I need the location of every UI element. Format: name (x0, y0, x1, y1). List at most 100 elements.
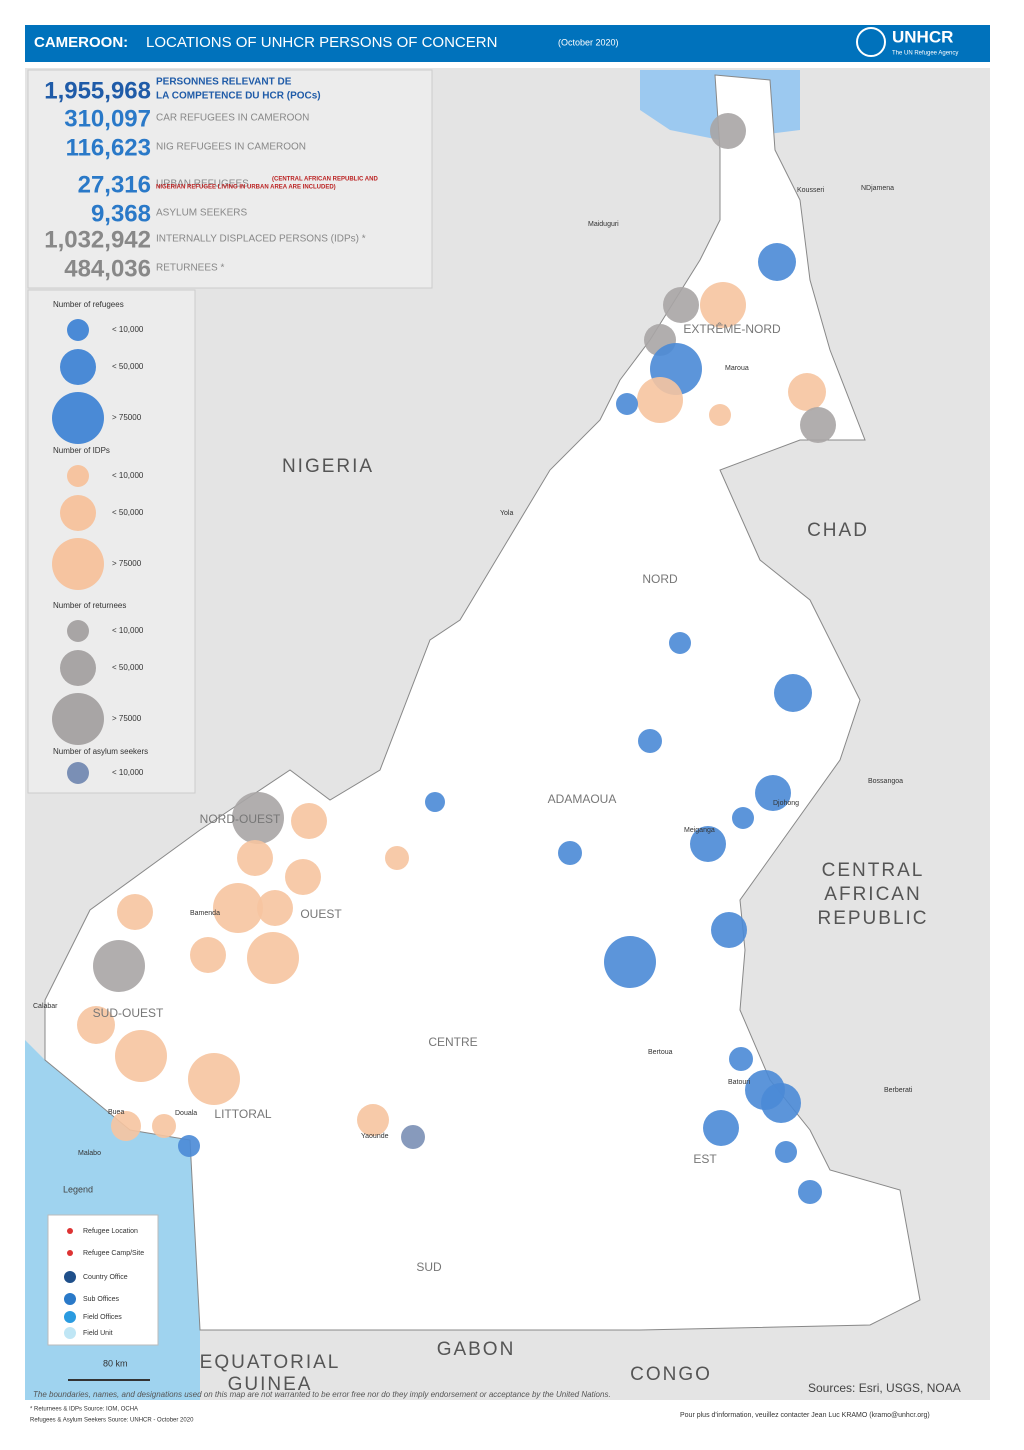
legend-title: Number of asylum seekers (53, 747, 148, 756)
poc-symbol (425, 792, 445, 812)
poc-symbol (93, 940, 145, 992)
region-label: NORD-OUEST (200, 812, 281, 826)
countrie-label: CENTRAL (822, 860, 925, 881)
poc-symbol (758, 243, 796, 281)
citie-label: Malabo (78, 1150, 101, 1157)
stat-label: INTERNALLY DISPLACED PERSONS (IDPs) * (156, 234, 366, 245)
poc-symbol (710, 113, 746, 149)
poc-symbol (385, 846, 409, 870)
poc-symbol (703, 1110, 739, 1146)
poc-symbol (558, 841, 582, 865)
legend-icon (64, 1293, 76, 1305)
legend-icon (67, 1228, 73, 1234)
poc-symbol (690, 826, 726, 862)
poc-symbol (178, 1135, 200, 1157)
poc-symbol (401, 1125, 425, 1149)
footnote: * Returnees & IDPs Source: IOM, OCHA (30, 1407, 138, 1413)
stats-box (27, 69, 433, 289)
citie-label: Berberati (884, 1087, 913, 1094)
stat-value: 310,097 (64, 105, 151, 132)
poc-symbol (732, 807, 754, 829)
countrie-label: GABON (437, 1339, 516, 1360)
legend-symbol (60, 349, 96, 385)
region-label: CENTRE (428, 1035, 477, 1049)
stat-value: 484,036 (64, 255, 151, 282)
stat-value: 9,368 (91, 200, 151, 227)
legend-symbol (67, 465, 89, 487)
stat-value: 1,955,968 (44, 77, 151, 104)
legend-title: Number of returnees (53, 601, 126, 610)
title: LOCATIONS OF UNHCR PERSONS OF CONCERN (146, 34, 497, 51)
poc-symbol (285, 859, 321, 895)
poc-symbol (190, 937, 226, 973)
poc-symbol (729, 1047, 753, 1071)
region-label: LITTORAL (214, 1107, 271, 1121)
sources: Sources: Esri, USGS, NOAA (808, 1381, 961, 1395)
poc-symbol (700, 282, 746, 328)
citie-label: Yola (500, 510, 513, 517)
legend-symbol (52, 392, 104, 444)
region-label: SUD (416, 1260, 442, 1274)
citie-label: Bossangoa (868, 778, 903, 785)
legend-label: > 75000 (112, 559, 142, 568)
poc-symbol (711, 912, 747, 948)
legend-icon (64, 1327, 76, 1339)
poc-symbol (709, 404, 731, 426)
countrie-label: EQUATORIAL (200, 1352, 341, 1373)
poc-symbol (761, 1083, 801, 1123)
stat-label: LA COMPETENCE DU HCR (POCs) (156, 91, 321, 102)
logo-icon (856, 27, 886, 57)
poc-symbol (800, 407, 836, 443)
legend-label: Field Offices (83, 1314, 122, 1321)
poc-symbol (788, 373, 826, 411)
countrie-label: CHAD (807, 520, 869, 541)
legend-symbol (52, 538, 104, 590)
date: (October 2020) (558, 37, 619, 47)
citie-label: Bamenda (190, 910, 220, 917)
citie-label: Buea (108, 1109, 124, 1116)
legend-icon (67, 1250, 73, 1256)
stats: 1,955,968 PERSONNES RELEVANT DE LA COMPETE… (44, 77, 378, 283)
stat-label: ASYLUM SEEKERS (156, 208, 247, 219)
legend-label: Country Office (83, 1274, 128, 1281)
legend-label: < 10,000 (112, 471, 144, 480)
citie-label: NDjamena (861, 185, 894, 192)
region-label: ADAMAOUA (548, 792, 617, 806)
legend-label: < 50,000 (112, 663, 144, 672)
size-legend: Number of refugees < 10,000 < 50,000 > 7500… (52, 300, 148, 784)
legend-title: Number of refugees (53, 300, 124, 309)
citie-label: Meiganga (684, 827, 715, 834)
title-bold: CAMEROON: (34, 34, 128, 51)
region-label: NORD (642, 572, 678, 586)
legend-label: Field Unit (83, 1330, 113, 1337)
legend-icon (64, 1271, 76, 1283)
legend-symbol (52, 693, 104, 745)
poc-symbol (798, 1180, 822, 1204)
stat-value: 116,623 (66, 134, 151, 161)
region-label: SUD-OUEST (93, 1006, 164, 1020)
contact: Pour plus d'information, veuillez contac… (680, 1412, 930, 1419)
stat-value: 27,316 (78, 171, 151, 198)
poc-symbol (616, 393, 638, 415)
poc-symbol (257, 890, 293, 926)
cameroon (44, 74, 921, 1331)
stat-note: (CENTRAL AFRICAN REPUBLIC AND (272, 177, 378, 183)
region-label: EST (693, 1152, 717, 1166)
poc-symbol (638, 729, 662, 753)
poc-symbol (152, 1114, 176, 1138)
poc-symbol (115, 1030, 167, 1082)
logo-sub: The UN Refugee Agency (892, 51, 958, 57)
poc-symbol (755, 775, 791, 811)
citie-label: Yaounde (361, 1133, 389, 1140)
legend-label: Refugee Camp/Site (83, 1250, 144, 1257)
legend-label: < 10,000 (112, 768, 144, 777)
stat-label: URBAN REFUGEES (156, 179, 249, 190)
poc-symbol (247, 932, 299, 984)
poc-symbol (775, 1141, 797, 1163)
poc-symbol (604, 936, 656, 988)
poc-symbol (774, 674, 812, 712)
citie-label: Bertoua (648, 1049, 673, 1056)
legend-label: Refugee Location (83, 1228, 138, 1235)
